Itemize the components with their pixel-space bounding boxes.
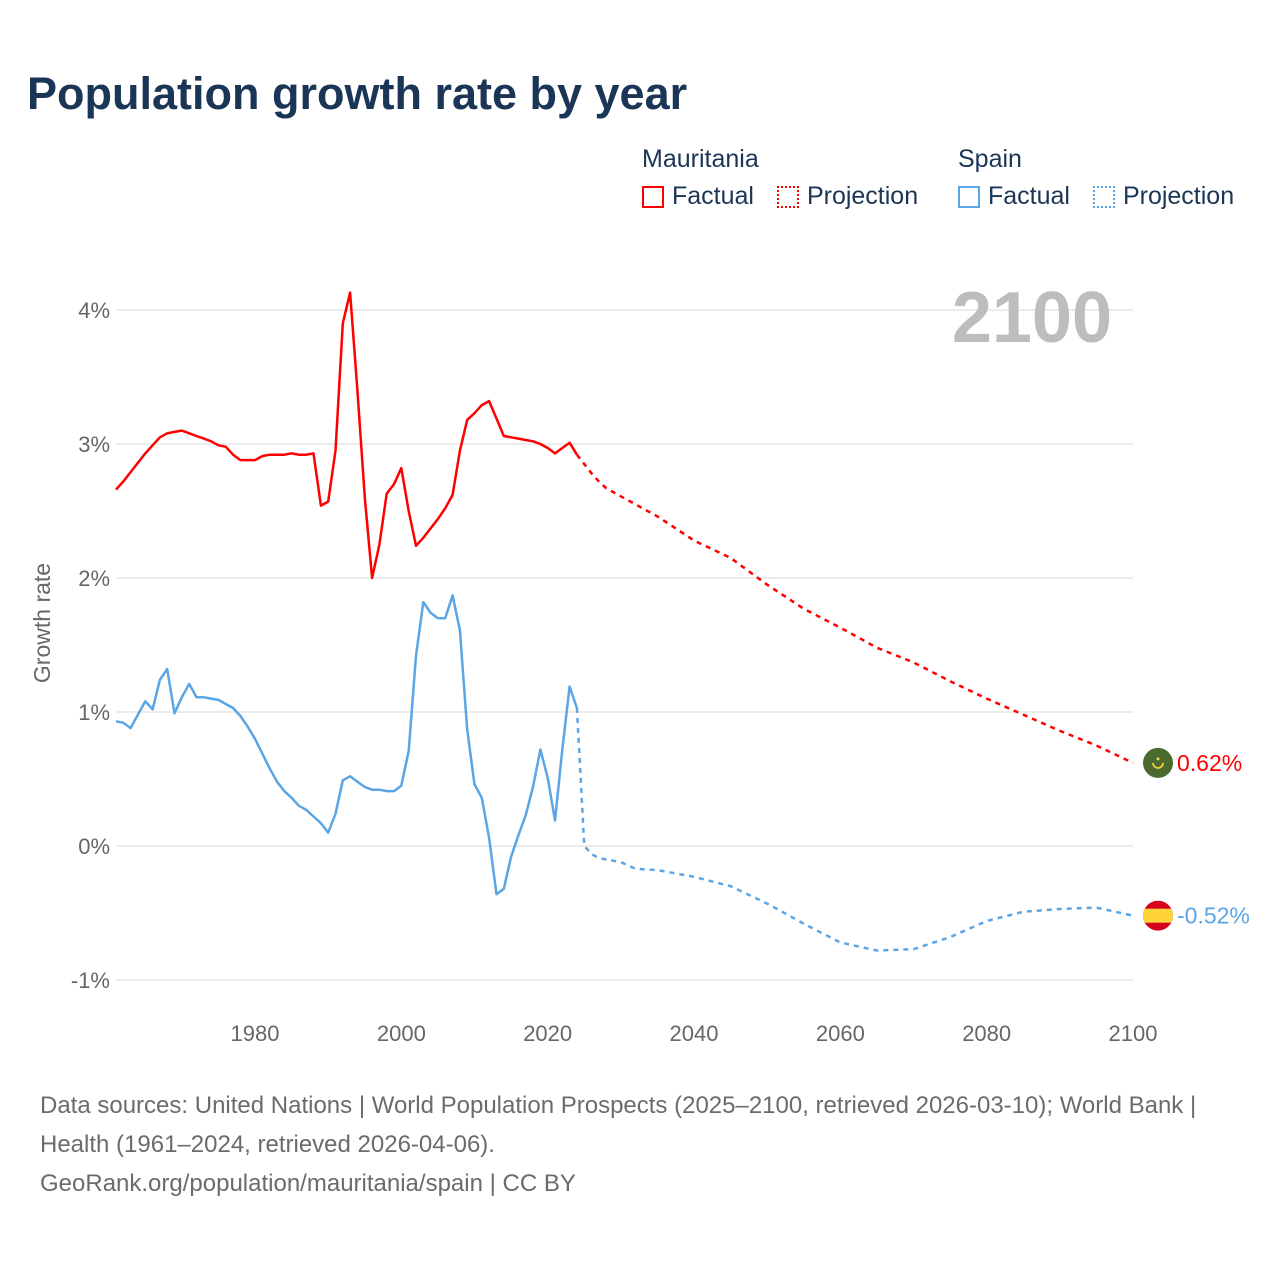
mauritania-factual-line xyxy=(115,291,578,580)
legend-swatch-dotted xyxy=(776,185,799,208)
footer: Data sources: United Nations | World Pop… xyxy=(40,1086,1240,1203)
current-year-label: 2100 xyxy=(952,278,1112,358)
x-tick-label: 2000 xyxy=(377,1021,426,1046)
legend-country-label: Spain xyxy=(958,145,1022,173)
x-tick-label: 2100 xyxy=(1109,1021,1158,1046)
chart-plot: -1% 0% 1% 2% 3% 4% 1980 2000 2020 2040 2060 2080 210… xyxy=(29,278,1250,1046)
legend-label: Factual xyxy=(672,182,754,210)
y-tick-label: 3% xyxy=(78,432,110,457)
spain-projection-line xyxy=(575,707,1134,952)
y-tick-label: 2% xyxy=(78,566,110,591)
x-tick-label: 1980 xyxy=(231,1021,280,1046)
legend-swatch-solid xyxy=(958,185,980,208)
credit-link[interactable]: GeoRank.org/population/mauritania/spain … xyxy=(40,1170,576,1197)
x-tick-label: 2020 xyxy=(523,1021,572,1046)
legend-item-factual[interactable]: Factual xyxy=(958,182,1070,211)
legend-country-label: Mauritania xyxy=(642,145,759,173)
mauritania-projection-line xyxy=(575,453,1134,765)
spain-flag-icon xyxy=(1143,900,1173,931)
y-tick-label: 0% xyxy=(78,834,110,859)
y-tick-label: 4% xyxy=(78,298,110,323)
x-tick-label: 2040 xyxy=(670,1021,719,1046)
legend-spain: Spain Factual Projection xyxy=(958,145,1234,215)
legend-label: Factual xyxy=(988,182,1070,210)
x-tick-label: 2060 xyxy=(816,1021,865,1046)
legend-item-factual[interactable]: Factual xyxy=(642,182,754,211)
legend-swatch-dotted xyxy=(1092,185,1115,208)
legend-mauritania: Mauritania Factual Projection xyxy=(642,145,934,215)
mauritania-flag-icon xyxy=(1143,747,1173,778)
legend-label: Projection xyxy=(1122,182,1235,210)
y-axis-label: Growth rate xyxy=(29,563,55,683)
end-value-label: -0.52% xyxy=(1177,903,1250,929)
legend-item-projection[interactable]: Projection xyxy=(776,182,919,211)
legend-swatch-solid xyxy=(642,185,664,208)
end-value-label: 0.62% xyxy=(1177,750,1242,776)
legend-item-projection[interactable]: Projection xyxy=(1092,182,1235,211)
y-tick-label: -1% xyxy=(71,968,110,993)
y-tick-label: 1% xyxy=(78,700,110,725)
chart-title: Population growth rate by year xyxy=(27,68,688,119)
legend-label: Projection xyxy=(806,182,919,210)
spain-factual-line xyxy=(115,594,579,896)
data-sources: Data sources: United Nations | World Pop… xyxy=(40,1092,1197,1158)
x-tick-label: 2080 xyxy=(962,1021,1011,1046)
